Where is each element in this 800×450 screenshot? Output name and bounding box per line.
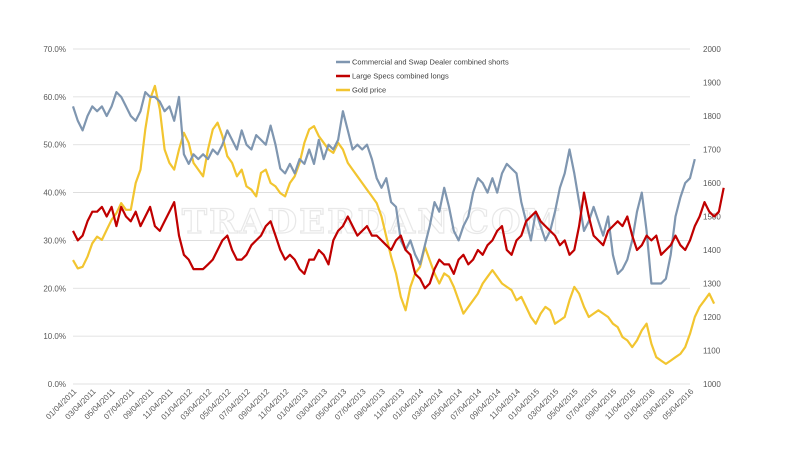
series-line-1 — [72, 187, 725, 290]
right-tick-label: 1700 — [703, 146, 721, 155]
legend: Commercial and Swap Dealer combined shor… — [336, 58, 509, 95]
legend-label-gold: Gold price — [352, 86, 386, 95]
left-tick-label: 60.0% — [43, 93, 66, 102]
left-tick-label: 50.0% — [43, 141, 66, 150]
left-tick-label: 10.0% — [43, 332, 66, 341]
right-tick-label: 1800 — [703, 112, 721, 121]
left-axis: 0.0% 10.0% 20.0% 30.0% 40.0% 50.0% 60.0% 70.0% — [43, 45, 66, 389]
legend-label-large-specs: Large Specs combined longs — [352, 72, 449, 81]
legend-item-gold: Gold price — [336, 86, 386, 95]
right-tick-label: 1200 — [703, 313, 721, 322]
legend-item-large-specs: Large Specs combined longs — [336, 72, 449, 81]
right-tick-label: 1300 — [703, 280, 721, 289]
right-tick-label: 1400 — [703, 246, 721, 255]
left-tick-label: 0.0% — [48, 380, 66, 389]
x-axis: 01/04/201103/04/201105/04/201107/04/2011… — [44, 387, 696, 422]
series-line-2 — [72, 84, 716, 365]
series-lines — [71, 84, 725, 365]
left-tick-label: 70.0% — [43, 45, 66, 54]
left-tick-label: 20.0% — [43, 284, 66, 293]
right-tick-label: 1600 — [703, 179, 721, 188]
legend-label-commercial: Commercial and Swap Dealer combined shor… — [352, 58, 509, 67]
series-line-0 — [71, 90, 696, 285]
right-axis: 1000 1100 1200 1300 1400 1500 1600 1700 1800 1900… — [703, 45, 721, 389]
right-tick-label: 2000 — [703, 45, 721, 54]
left-tick-label: 30.0% — [43, 236, 66, 245]
right-tick-label: 1100 — [703, 347, 721, 356]
right-tick-label: 1900 — [703, 79, 721, 88]
right-tick-label: 1000 — [703, 380, 721, 389]
gridlines — [73, 48, 690, 385]
legend-item-commercial: Commercial and Swap Dealer combined shor… — [336, 58, 509, 67]
left-tick-label: 40.0% — [43, 189, 66, 198]
right-tick-label: 1500 — [703, 213, 721, 222]
